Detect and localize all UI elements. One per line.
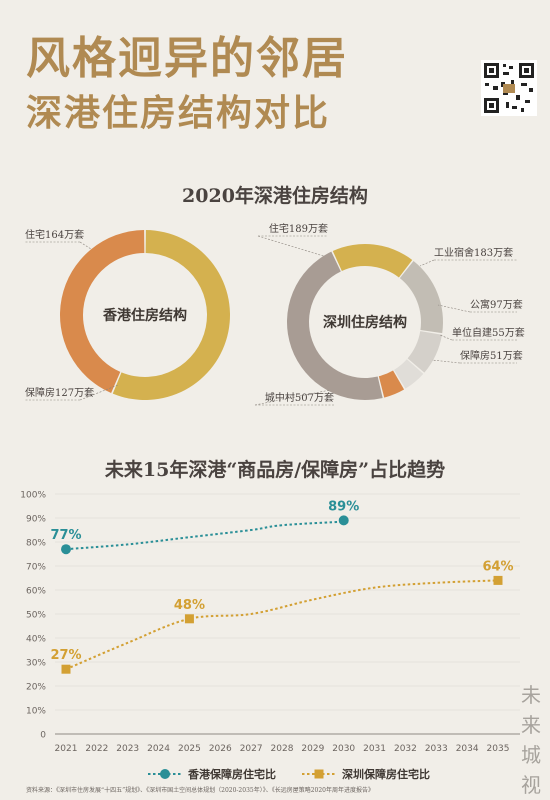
slice-label: 单位自建55万套 bbox=[452, 326, 525, 339]
y-tick-label: 10% bbox=[26, 707, 46, 717]
slice-leader-line bbox=[431, 359, 461, 364]
slice-label: 城中村507万套 bbox=[265, 391, 334, 404]
donut-slice bbox=[332, 244, 413, 278]
legend-marker bbox=[314, 769, 324, 779]
donut-slice bbox=[394, 359, 424, 389]
qr-code-icon bbox=[481, 60, 537, 116]
x-tick-label: 2025 bbox=[178, 744, 201, 754]
x-tick-label: 2021 bbox=[55, 744, 78, 754]
source-note: 资料来源：《深圳市住房发展“十四五”规划》、《深圳市国土空间总体规划（2020-… bbox=[26, 787, 374, 794]
side-watermark: 未来城视 bbox=[521, 683, 541, 797]
donut-slice bbox=[407, 331, 442, 373]
x-tick-label: 2034 bbox=[456, 744, 479, 754]
page-title: 风格迥异的邻居 bbox=[26, 33, 348, 84]
donut-slice bbox=[399, 260, 443, 334]
donut-center-label: 深圳住房结构 bbox=[323, 314, 407, 331]
slice-label: 住宅164万套 bbox=[25, 228, 84, 241]
legend-label: 香港保障房住宅比 bbox=[187, 767, 276, 781]
y-tick-label: 30% bbox=[26, 659, 46, 669]
y-tick-label: 90% bbox=[26, 515, 46, 525]
data-point bbox=[338, 515, 349, 526]
x-tick-label: 2035 bbox=[487, 744, 510, 754]
slice-leader-line bbox=[257, 235, 331, 259]
legend-label: 深圳保障房住宅比 bbox=[342, 767, 430, 781]
donut-slice bbox=[378, 370, 405, 398]
donut-slice bbox=[112, 230, 231, 401]
x-tick-label: 2022 bbox=[85, 744, 108, 754]
series-line bbox=[65, 520, 344, 551]
x-tick-label: 2028 bbox=[271, 744, 294, 754]
data-point bbox=[61, 664, 71, 674]
y-tick-label: 20% bbox=[26, 683, 46, 693]
y-tick-label: 0 bbox=[40, 731, 46, 741]
data-label: 89% bbox=[328, 499, 359, 514]
data-label: 64% bbox=[482, 559, 513, 574]
data-point bbox=[184, 614, 194, 624]
x-tick-label: 2023 bbox=[116, 744, 139, 754]
slice-label: 公寓97万套 bbox=[470, 298, 523, 311]
slice-leader-line bbox=[254, 389, 331, 406]
x-tick-label: 2029 bbox=[301, 744, 324, 754]
data-point bbox=[493, 575, 503, 585]
data-label: 48% bbox=[174, 598, 205, 613]
y-tick-label: 80% bbox=[26, 539, 46, 549]
slice-leader-line bbox=[419, 259, 435, 267]
x-tick-label: 2027 bbox=[240, 744, 263, 754]
series-line bbox=[65, 579, 499, 671]
x-tick-label: 2026 bbox=[209, 744, 232, 754]
slice-label: 保障房127万套 bbox=[25, 386, 94, 399]
slice-label: 住宅189万套 bbox=[269, 222, 328, 235]
y-tick-label: 60% bbox=[26, 587, 46, 597]
data-label: 77% bbox=[50, 528, 81, 543]
slice-leader-line bbox=[439, 334, 453, 341]
x-tick-label: 2031 bbox=[363, 744, 386, 754]
data-label: 27% bbox=[50, 648, 81, 663]
slice-label: 工业宿舍183万套 bbox=[434, 246, 513, 259]
y-tick-label: 50% bbox=[26, 611, 46, 621]
y-tick-label: 40% bbox=[26, 635, 46, 645]
x-tick-label: 2030 bbox=[332, 744, 355, 754]
data-point bbox=[61, 544, 71, 555]
page-subtitle: 深港住房结构对比 bbox=[26, 92, 331, 134]
slice-label: 保障房51万套 bbox=[460, 349, 523, 362]
donut-slice bbox=[59, 230, 145, 393]
donut-section-title: 2020年深港住房结构 bbox=[182, 185, 368, 207]
y-tick-label: 70% bbox=[26, 563, 46, 573]
x-tick-label: 2033 bbox=[425, 744, 448, 754]
line-chart-title: 未来15年深港“商品房/保障房”占比趋势 bbox=[104, 459, 446, 481]
x-tick-label: 2024 bbox=[147, 744, 170, 754]
legend-marker bbox=[160, 769, 170, 779]
donut-center-label: 香港住房结构 bbox=[102, 307, 187, 324]
donut-slice bbox=[286, 251, 383, 400]
slice-leader-line bbox=[437, 304, 471, 313]
x-tick-label: 2032 bbox=[394, 744, 417, 754]
y-tick-label: 100% bbox=[20, 491, 46, 501]
